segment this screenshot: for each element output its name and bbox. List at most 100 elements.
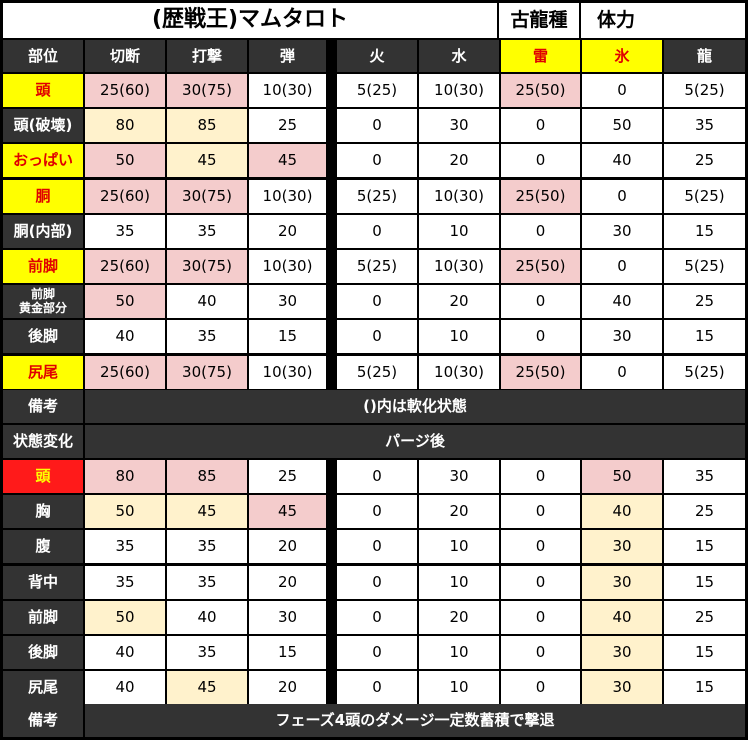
table-title: (歴戦王)マムタロト [3, 3, 497, 38]
value-cell: 20 [249, 671, 326, 704]
value-cell: 0 [337, 109, 417, 142]
value-cell: 0 [337, 460, 417, 493]
note-label: 備考 [3, 704, 83, 737]
column-header: 部位 [3, 40, 83, 72]
value-cell: 80 [85, 460, 165, 493]
row-label-purge: 腹 [3, 530, 83, 563]
row-label: 胴 [3, 180, 83, 213]
value-cell: 15 [664, 215, 745, 248]
value-cell: 15 [664, 566, 745, 599]
value-cell: 0 [582, 250, 662, 283]
value-cell: 0 [501, 671, 580, 704]
value-cell: 0 [501, 109, 580, 142]
row-label: 後脚 [3, 320, 83, 353]
value-cell: 30 [582, 320, 662, 353]
row-label-purge: 後脚 [3, 636, 83, 669]
row-label: 前脚 黄金部分 [3, 285, 83, 318]
value-cell: 15 [249, 320, 326, 353]
value-cell: 25(60) [85, 180, 165, 213]
value-cell: 30 [582, 566, 662, 599]
value-cell: 30 [419, 109, 499, 142]
value-cell: 10 [419, 530, 499, 563]
value-cell: 25 [664, 495, 745, 528]
value-cell: 25 [664, 285, 745, 318]
value-cell: 25(50) [501, 74, 580, 107]
value-cell: 0 [582, 180, 662, 213]
value-cell: 20 [249, 530, 326, 563]
note-text: ()内は軟化状態 [85, 390, 745, 423]
column-header: 氷 [582, 40, 662, 72]
column-header: 龍 [664, 40, 745, 72]
value-cell: 5(25) [664, 250, 745, 283]
value-cell: 80 [85, 109, 165, 142]
value-cell: 25(60) [85, 356, 165, 389]
value-cell: 35 [664, 109, 745, 142]
value-cell: 5(25) [337, 74, 417, 107]
value-cell: 10(30) [249, 74, 326, 107]
column-header: 火 [337, 40, 417, 72]
value-cell: 10(30) [419, 250, 499, 283]
value-cell: 35 [167, 566, 247, 599]
value-cell: 30(75) [167, 356, 247, 389]
class-label: 古龍種 [499, 3, 579, 38]
value-cell: 30 [249, 285, 326, 318]
value-cell: 35 [85, 566, 165, 599]
value-cell: 30(75) [167, 180, 247, 213]
value-cell: 20 [419, 144, 499, 177]
value-cell: 45 [249, 495, 326, 528]
column-header: 雷 [501, 40, 580, 72]
value-cell: 40 [85, 320, 165, 353]
value-cell: 50 [85, 495, 165, 528]
value-cell: 45 [167, 495, 247, 528]
value-cell: 0 [337, 601, 417, 634]
value-cell: 10(30) [249, 356, 326, 389]
value-cell: 10 [419, 566, 499, 599]
value-cell: 40 [167, 601, 247, 634]
value-cell: 40 [582, 495, 662, 528]
value-cell: 15 [664, 320, 745, 353]
value-cell: 15 [664, 671, 745, 704]
value-cell: 35 [167, 636, 247, 669]
value-cell: 25 [664, 144, 745, 177]
value-cell: 0 [501, 566, 580, 599]
row-label: 胴(内部) [3, 215, 83, 248]
value-cell: 0 [337, 566, 417, 599]
value-cell: 0 [501, 144, 580, 177]
value-cell: 35 [664, 460, 745, 493]
value-cell: 40 [85, 671, 165, 704]
row-label: 尻尾 [3, 356, 83, 389]
value-cell: 0 [582, 74, 662, 107]
value-cell: 10 [419, 215, 499, 248]
value-cell: 30 [249, 601, 326, 634]
value-cell: 35 [85, 215, 165, 248]
row-label: 頭 [3, 74, 83, 107]
value-cell: 30 [582, 671, 662, 704]
value-cell: 25(50) [501, 180, 580, 213]
column-header: 水 [419, 40, 499, 72]
row-label: 前脚 [3, 250, 83, 283]
column-header: 切断 [85, 40, 165, 72]
column-header: 打撃 [167, 40, 247, 72]
value-cell: 0 [582, 356, 662, 389]
value-cell: 85 [167, 109, 247, 142]
value-cell: 0 [337, 215, 417, 248]
value-cell: 50 [85, 144, 165, 177]
value-cell: 15 [664, 636, 745, 669]
value-cell: 25(50) [501, 356, 580, 389]
value-cell: 0 [501, 636, 580, 669]
value-cell: 0 [501, 530, 580, 563]
state-text: パージ後 [85, 425, 745, 458]
value-cell: 0 [337, 530, 417, 563]
value-cell: 0 [337, 285, 417, 318]
value-cell: 10(30) [419, 356, 499, 389]
value-cell: 25(60) [85, 74, 165, 107]
value-cell: 25 [249, 109, 326, 142]
value-cell: 0 [501, 495, 580, 528]
value-cell: 0 [337, 144, 417, 177]
value-cell: 30(75) [167, 74, 247, 107]
value-cell: 0 [337, 671, 417, 704]
value-cell: 15 [664, 530, 745, 563]
row-label: おっぱい [3, 144, 83, 177]
column-header: 弾 [249, 40, 326, 72]
